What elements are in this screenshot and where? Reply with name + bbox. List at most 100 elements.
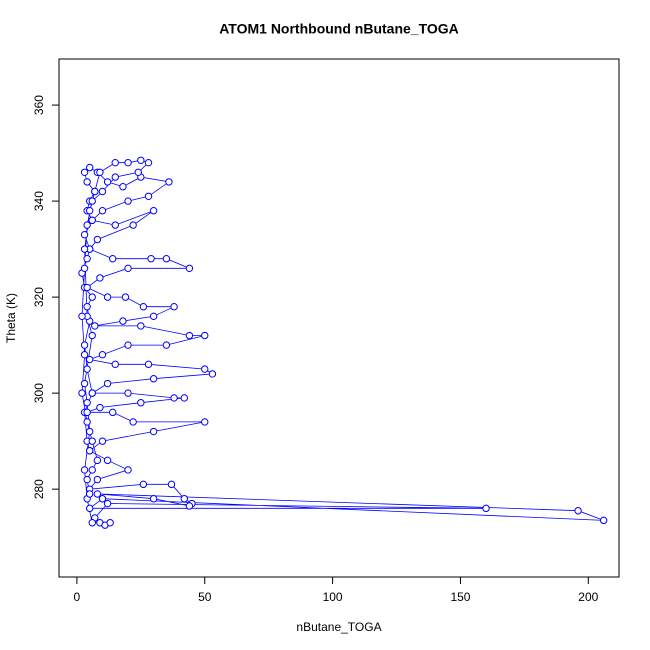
data-point [111, 360, 119, 369]
data-point [134, 168, 142, 176]
data-point [83, 221, 91, 229]
data-point [165, 178, 173, 186]
data-point [106, 519, 114, 527]
chart-title: ATOM1 Northbound nButane_TOGA [219, 21, 459, 37]
data-point [139, 303, 148, 311]
data-point [83, 408, 91, 417]
data-point [85, 504, 94, 513]
data-point [139, 480, 148, 489]
data-point [201, 365, 209, 373]
data-point [80, 379, 89, 388]
data-point [96, 274, 104, 282]
data-point [80, 351, 89, 359]
data-point [83, 178, 91, 186]
data-point [149, 312, 158, 321]
data-point [93, 490, 102, 498]
data-point [83, 475, 91, 484]
y-tick-label: 320 [32, 287, 46, 307]
data-point [185, 331, 194, 340]
data-point [108, 408, 117, 417]
data-point [111, 173, 119, 181]
data-point [88, 293, 96, 301]
data-point [119, 317, 127, 325]
x-tick-label: 200 [578, 590, 598, 604]
data-point [162, 255, 171, 263]
data-point [98, 495, 107, 503]
data-point [91, 322, 99, 330]
data-point [93, 475, 102, 484]
y-axis-label: Theta (K) [4, 293, 18, 343]
data-point [149, 375, 158, 383]
data-point [83, 399, 91, 407]
data-point [124, 341, 132, 349]
data-point [78, 389, 86, 397]
data-point [149, 207, 158, 215]
data-point [85, 427, 94, 436]
data-point [85, 355, 94, 364]
data-point [180, 394, 188, 402]
data-point [80, 264, 89, 273]
data-point [80, 231, 89, 239]
data-point [111, 158, 119, 167]
data-point [85, 163, 94, 172]
data-point [103, 456, 112, 465]
data-point [185, 502, 194, 510]
data-point [78, 312, 86, 321]
data-point [119, 182, 127, 191]
data-point [149, 495, 158, 503]
data-point [162, 341, 171, 349]
data-point [93, 235, 102, 244]
data-point [103, 499, 112, 508]
data-point [85, 207, 94, 215]
data-point [96, 168, 104, 176]
data-point [124, 197, 132, 205]
data-point [103, 178, 112, 186]
data-point [83, 418, 91, 426]
data-point [201, 331, 209, 340]
data-point [80, 168, 89, 176]
data-point [83, 303, 91, 311]
data-point [208, 370, 217, 378]
data-point [98, 187, 107, 196]
data-point [124, 264, 132, 273]
y-tick-label: 280 [32, 479, 46, 499]
data-point [80, 245, 89, 253]
data-point [180, 495, 188, 503]
data-point [88, 216, 96, 225]
data-point [103, 379, 112, 388]
data-point [91, 187, 99, 196]
data-point [124, 158, 132, 167]
data-point [88, 389, 96, 397]
data-point [149, 427, 158, 436]
data-point [185, 264, 194, 273]
data-point [129, 221, 137, 229]
data-point [98, 437, 107, 445]
x-tick-label: 150 [450, 590, 470, 604]
data-point [98, 351, 107, 359]
data-point [93, 456, 102, 465]
data-point [88, 466, 96, 474]
data-point [124, 466, 132, 474]
data-point [170, 394, 178, 402]
data-point [137, 322, 145, 330]
x-tick-label: 100 [323, 590, 343, 604]
y-tick-label: 340 [32, 191, 46, 211]
data-point [124, 389, 132, 397]
data-point [144, 158, 153, 167]
data-point [167, 480, 176, 489]
data-point [108, 255, 117, 263]
data-point [98, 207, 107, 215]
data-point [80, 341, 89, 349]
data-point [129, 418, 137, 426]
data-point [599, 516, 608, 525]
data-point [574, 507, 582, 515]
x-axis-label: nButane_TOGA [296, 620, 381, 634]
data-point [201, 418, 209, 426]
data-point [137, 156, 145, 164]
data-point [103, 293, 112, 301]
data-point [121, 293, 130, 301]
y-tick-label: 360 [32, 95, 46, 115]
data-point [83, 255, 91, 263]
data-point [83, 365, 91, 373]
